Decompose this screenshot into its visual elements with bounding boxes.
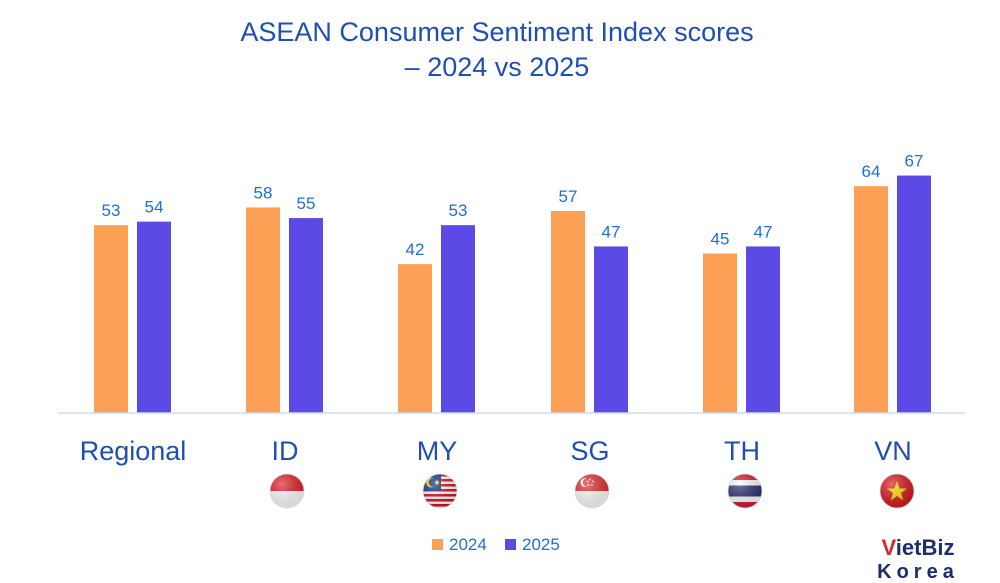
value-label-sg-2025: 47 [602, 222, 621, 241]
indonesia-flag-icon [270, 474, 304, 508]
value-label-my-2025: 53 [449, 201, 468, 220]
category-labels-group: Regional ID MY SG TH VN [80, 436, 912, 466]
bar-vn-2025 [897, 175, 931, 413]
watermark-logo: VietBiz Korea [877, 535, 959, 583]
value-label-vn-2024: 64 [862, 162, 881, 181]
bars-group [94, 175, 931, 413]
singapore-flag-icon [575, 474, 609, 508]
category-label-th: TH [724, 436, 760, 466]
value-label-vn-2025: 67 [905, 152, 924, 171]
chart-title: ASEAN Consumer Sentiment Index scores [240, 17, 753, 47]
bar-th-2024 [703, 253, 737, 413]
legend-swatch-2024 [432, 539, 443, 550]
bar-regional-2024 [94, 225, 128, 413]
value-label-id-2024: 58 [254, 183, 273, 202]
bar-my-2024 [398, 264, 432, 413]
value-label-regional-2024: 53 [102, 201, 121, 220]
chart-subtitle: – 2024 vs 2025 [405, 52, 590, 82]
value-label-th-2025: 47 [754, 222, 773, 241]
bar-th-2025 [746, 246, 780, 413]
category-label-sg: SG [570, 436, 609, 466]
bar-id-2024 [246, 207, 280, 413]
watermark-line1: VietBiz [882, 535, 955, 560]
thailand-flag-icon [728, 474, 762, 508]
value-label-id-2025: 55 [297, 194, 316, 213]
value-label-th-2024: 45 [711, 230, 730, 249]
legend-label-2025: 2025 [522, 535, 560, 554]
bar-my-2025 [441, 225, 475, 413]
category-label-regional: Regional [80, 436, 187, 466]
malaysia-flag-icon [423, 474, 457, 508]
category-label-id: ID [272, 436, 299, 466]
value-labels-group: 53 54 58 55 42 53 57 47 45 47 64 67 [102, 152, 924, 260]
watermark-line2: Korea [877, 561, 959, 583]
value-label-regional-2025: 54 [145, 198, 164, 217]
legend-label-2024: 2024 [449, 535, 487, 554]
vietnam-flag-icon [880, 474, 914, 508]
value-label-sg-2024: 57 [559, 187, 578, 206]
bar-sg-2024 [551, 210, 585, 413]
category-label-my: MY [417, 436, 458, 466]
legend: 2024 2025 [432, 535, 560, 554]
legend-swatch-2025 [505, 539, 516, 550]
category-label-vn: VN [874, 436, 912, 466]
bar-sg-2025 [594, 246, 628, 413]
value-label-my-2024: 42 [406, 240, 425, 259]
bar-regional-2025 [137, 221, 171, 413]
bar-id-2025 [289, 218, 323, 413]
bar-vn-2024 [854, 186, 888, 413]
